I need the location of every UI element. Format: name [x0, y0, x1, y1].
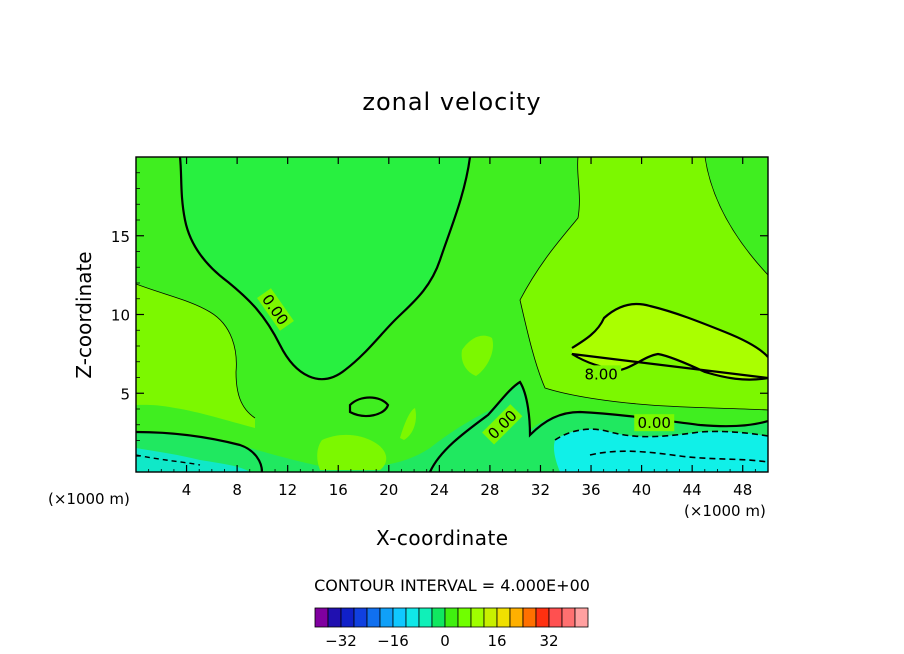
- colorbar-tick-label: 16: [487, 632, 506, 650]
- contour-four-left: [136, 283, 256, 419]
- colorbar-swatch: [483, 607, 498, 628]
- colorbar-tick-label: −16: [377, 632, 409, 650]
- colorbar-swatch: [366, 607, 381, 628]
- colorbar-swatch: [496, 607, 511, 628]
- x-tick-label: 48: [733, 481, 752, 499]
- colorbar-tick-label: −32: [325, 632, 357, 650]
- contour-label: 0.00: [638, 414, 671, 432]
- x-unit-label-left: (×1000 m): [48, 490, 130, 508]
- region-upper-central-jet: [180, 157, 470, 380]
- contour-zero-left: [136, 430, 264, 472]
- y-tick-label: 15: [111, 228, 130, 246]
- colorbar-swatch: [379, 607, 394, 628]
- plot-area: 0.008.000.000.00: [136, 157, 768, 472]
- contour-label-bg-0: [257, 288, 294, 331]
- region-blob-tiny: [400, 408, 416, 440]
- x-tick-label: 16: [329, 481, 348, 499]
- colorbar-tick-label: 0: [440, 632, 450, 650]
- colorbar: −32 −16 0 16 32: [314, 607, 589, 650]
- contour-label-bg-3: [482, 404, 523, 445]
- x-tick-label: 36: [581, 481, 600, 499]
- contour-four-right: [519, 157, 768, 411]
- y-tick-label: 10: [111, 307, 130, 325]
- colorbar-tick-label: 32: [539, 632, 558, 650]
- colorbar-swatch: [444, 607, 459, 628]
- x-tick-label: 40: [632, 481, 651, 499]
- colorbar-swatch: [509, 607, 524, 628]
- contour-label-bg-2: [634, 414, 675, 432]
- x-tick-label: 44: [683, 481, 702, 499]
- colorbar-swatch: [327, 607, 342, 628]
- y-axis-label: Z-coordinate: [72, 251, 96, 379]
- colorbar-swatch: [522, 607, 537, 628]
- colorbar-swatch: [561, 607, 576, 628]
- colorbar-swatch: [392, 607, 407, 628]
- x-unit-label-right: (×1000 m): [684, 502, 766, 520]
- contour-label-bg-1: [581, 365, 622, 383]
- colorbar-swatch: [353, 607, 368, 628]
- colorbar-swatch: [470, 607, 485, 628]
- x-tick-label: 4: [182, 481, 192, 499]
- contour-interval-label: CONTOUR INTERVAL = 4.000E+00: [314, 576, 590, 595]
- region-left-mid-zone: [136, 284, 255, 428]
- x-tick-label: 8: [232, 481, 242, 499]
- contour-zero-upper: [178, 157, 472, 381]
- colorbar-swatch: [548, 607, 563, 628]
- region-blob-small: [461, 335, 494, 376]
- colorbar-swatch: [314, 607, 329, 628]
- chart-title: zonal velocity: [362, 88, 542, 116]
- colorbar-swatch: [457, 607, 472, 628]
- colorbar-swatch: [340, 607, 355, 628]
- x-axis-label: X-coordinate: [376, 526, 509, 550]
- colorbar-swatch: [418, 607, 433, 628]
- region-bottom-left-cyan: [136, 448, 250, 472]
- colorbar-swatch: [574, 607, 589, 628]
- colorbar-swatch: [431, 607, 446, 628]
- y-tick-label: 5: [120, 385, 130, 403]
- contour-label: 8.00: [584, 365, 617, 383]
- colorbar-swatch: [535, 607, 550, 628]
- contour-negative-right-inner: [589, 450, 768, 463]
- x-tick-label: 28: [480, 481, 499, 499]
- contour-zero-right: [428, 380, 768, 472]
- contour-zero-blob: [348, 396, 390, 418]
- x-tick-label: 12: [278, 481, 297, 499]
- x-tick-label: 20: [379, 481, 398, 499]
- region-bottom-right-cyan: [553, 429, 768, 472]
- x-tick-label: 24: [430, 481, 449, 499]
- x-tick-label: 32: [531, 481, 550, 499]
- contour-four-upper-right: [704, 157, 768, 276]
- region-blob-bottom: [317, 434, 387, 470]
- colorbar-swatch: [405, 607, 420, 628]
- contour-negative-right: [554, 428, 768, 441]
